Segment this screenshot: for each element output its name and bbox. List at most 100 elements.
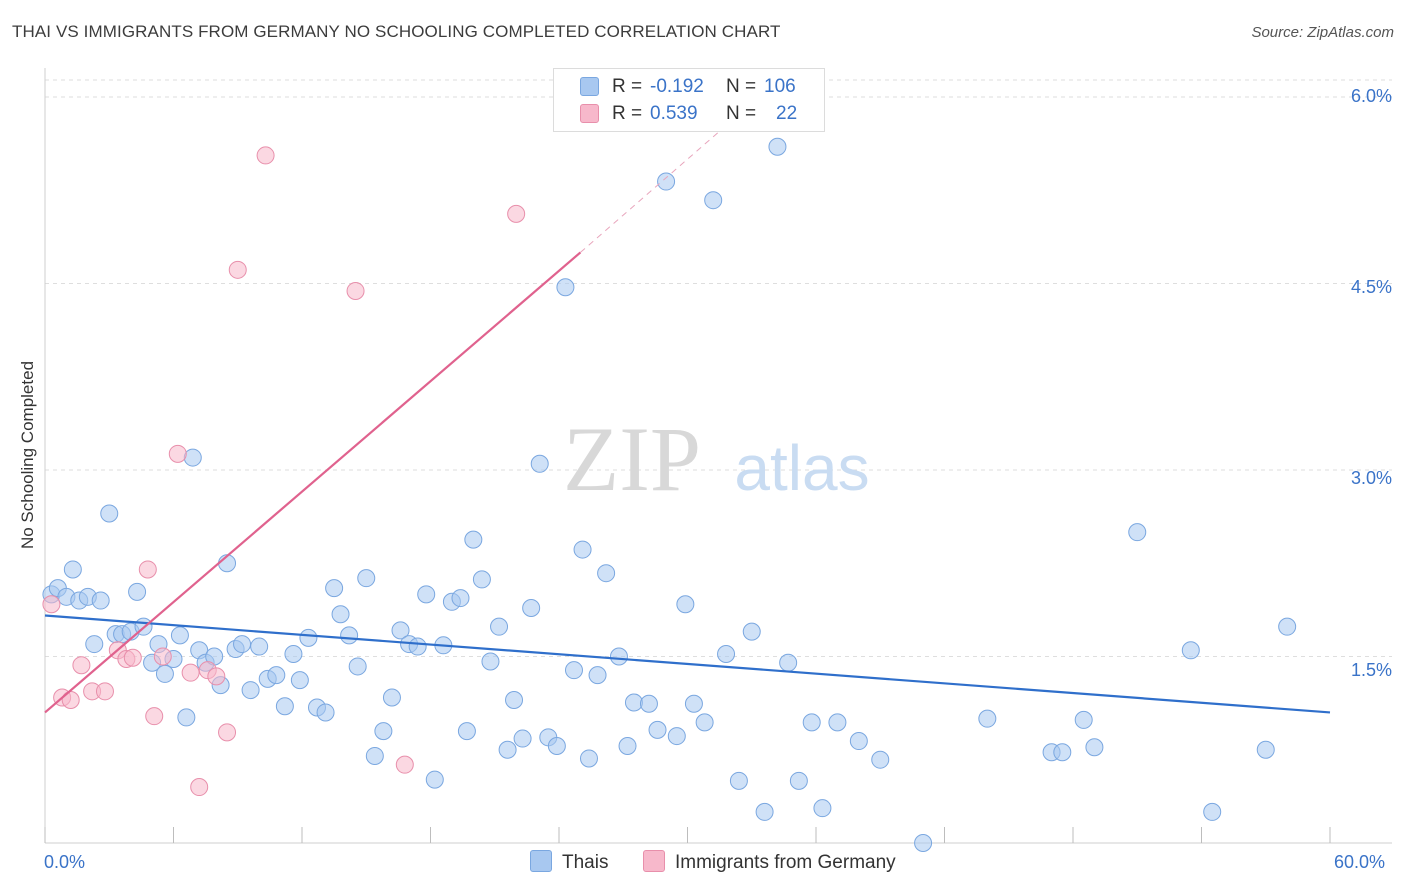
thais-point-18	[170, 626, 189, 645]
thais-point-56	[472, 570, 491, 589]
germany-point-18	[228, 260, 247, 279]
y-tick-label-3: 3.0%	[1350, 468, 1392, 488]
germany-point-10	[145, 707, 164, 726]
thais-point-65	[547, 737, 566, 756]
thais-point-48	[408, 637, 427, 656]
thais-point-40	[340, 626, 359, 645]
thais-point-45	[382, 688, 401, 707]
thais-point-33	[284, 645, 303, 664]
thais-point-19	[177, 708, 196, 727]
thais-point-70	[588, 666, 607, 685]
thais-point-12	[128, 582, 147, 601]
thais-point-73	[618, 737, 637, 756]
y-tick-label-4-5: 4.5%	[1350, 277, 1392, 297]
thais-point-75	[639, 694, 658, 713]
thais-point-3	[63, 560, 82, 579]
x-tick-label-min: 0.0%	[44, 852, 86, 872]
thais-point-20	[183, 448, 202, 467]
thais-point-95	[914, 834, 933, 852]
thais-n-label: N =	[726, 76, 757, 97]
germany-point-11	[153, 647, 172, 666]
thais-point-41	[348, 657, 367, 676]
germany-trend-extension	[580, 121, 731, 253]
thais-point-83	[717, 645, 736, 664]
thais-point-27	[233, 635, 252, 654]
thais-point-76	[648, 720, 667, 739]
thais-point-50	[425, 770, 444, 789]
thais-point-91	[813, 799, 832, 818]
thais-point-62	[522, 599, 541, 618]
thais-point-38	[325, 579, 344, 598]
thais-point-86	[755, 802, 774, 821]
trend-lines	[44, 121, 1331, 714]
germany-swatch	[580, 104, 599, 123]
thais-point-68	[573, 540, 592, 559]
thais-point-101	[1128, 523, 1147, 542]
thais-point-100	[1085, 738, 1104, 757]
thais-point-78	[667, 727, 686, 746]
thais-point-96	[978, 709, 997, 728]
thais-point-98	[1053, 743, 1072, 762]
thais-point-34	[290, 671, 309, 690]
chart-title: THAI VS IMMIGRANTS FROM GERMANY NO SCHOO…	[12, 22, 781, 41]
thais-point-55	[464, 530, 483, 549]
watermark-zip: ZIP	[563, 408, 701, 510]
thais-point-105	[1256, 740, 1275, 759]
thais-point-92	[828, 713, 847, 732]
y-tick-label-6: 6.0%	[1350, 86, 1392, 106]
thais-point-44	[374, 722, 393, 741]
bottom-legend-germany: Immigrants from Germany	[643, 850, 896, 874]
thais-point-84	[729, 771, 748, 790]
thais-point-16	[155, 664, 174, 683]
thais-point-60	[505, 691, 524, 710]
germany-point-3	[72, 656, 91, 675]
thais-point-39	[331, 605, 350, 624]
thais-point-57	[481, 652, 500, 671]
thais-point-82	[704, 191, 723, 210]
thais-point-61	[513, 729, 532, 748]
thais-point-80	[684, 694, 703, 713]
thais-point-63	[530, 454, 549, 473]
thais-point-59	[498, 740, 517, 759]
thais-point-85	[742, 622, 761, 641]
thais-point-42	[357, 569, 376, 588]
germany-n-label: N =	[726, 103, 757, 124]
thais-point-72	[609, 647, 628, 666]
thais-point-88	[779, 653, 798, 672]
thais-point-87	[768, 137, 787, 156]
thais-point-69	[579, 749, 598, 768]
thais-point-53	[451, 589, 470, 608]
bottom-germany-swatch	[643, 850, 665, 872]
thais-point-43	[365, 746, 384, 765]
thais-point-90	[802, 713, 821, 732]
correlation-legend: R = -0.192 N = 106 R = 0.539 N = 22	[553, 68, 825, 132]
thais-point-7	[91, 591, 110, 610]
thais-point-99	[1074, 710, 1093, 729]
thais-point-49	[417, 585, 436, 604]
germany-n-value: 22	[776, 103, 798, 124]
thais-swatch	[580, 77, 599, 96]
thais-r-value: -0.192	[650, 76, 704, 97]
thais-point-81	[695, 713, 714, 732]
germany-r-value: 0.539	[650, 103, 698, 124]
germany-trend-line	[44, 251, 582, 714]
germany-point-12	[168, 444, 187, 463]
thais-trend-line	[44, 614, 1331, 714]
thais-point-67	[564, 661, 583, 680]
gridlines	[45, 79, 1392, 657]
germany-point-5	[95, 682, 114, 701]
thais-point-93	[849, 732, 868, 751]
watermark-atlas: atlas	[734, 432, 869, 504]
thais-point-6	[85, 635, 104, 654]
thais-point-37	[316, 703, 335, 722]
thais-point-28	[241, 681, 260, 700]
bottom-germany-label: Immigrants from Germany	[675, 852, 896, 873]
thais-r-label: R =	[612, 76, 643, 97]
thais-point-71	[597, 564, 616, 583]
thais-point-35	[299, 628, 318, 647]
y-tick-label-1-5: 1.5%	[1350, 660, 1392, 680]
thais-point-58	[490, 617, 509, 636]
legend-row-germany: R = 0.539 N = 22	[554, 100, 824, 127]
thais-point-8	[100, 504, 119, 523]
germany-point-21	[395, 755, 414, 774]
